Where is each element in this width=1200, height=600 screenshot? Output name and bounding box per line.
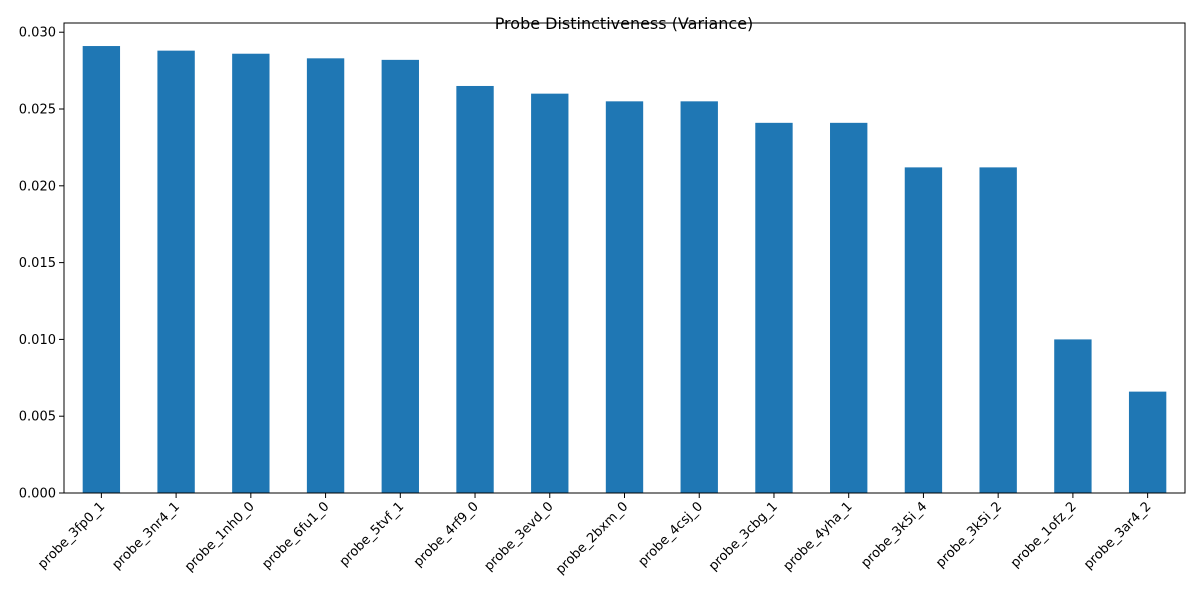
y-axis: 0.000 0.005 0.010 0.015 0.020 0.025 0.030 [19, 26, 64, 502]
y-tick-label: 0.025 [19, 103, 56, 118]
bar-probe_4csj_0 [680, 101, 718, 493]
bars-group [82, 46, 1167, 494]
x-tick-label: probe_4rf9_0 [411, 499, 482, 570]
bar-probe_2bxm_0 [605, 101, 644, 493]
bar-probe_6fu1_0 [306, 58, 345, 494]
x-tick-label: probe_3nr4_1 [109, 499, 182, 572]
bar-probe_3nr4_1 [157, 50, 195, 493]
bar-probe_3k5i_2 [979, 167, 1017, 493]
x-tick-label: probe_2bxm_0 [553, 499, 631, 577]
x-tick-label: probe_6fu1_0 [259, 499, 332, 572]
x-tick-label: probe_1ofz_2 [1008, 499, 1080, 571]
plot-frame [63, 22, 1186, 494]
x-tick-label: probe_3fp0_1 [35, 499, 108, 572]
x-tick-label: probe_4yha_1 [781, 499, 856, 574]
y-tick-label: 0.000 [19, 487, 56, 502]
x-tick-label: probe_3evd_0 [482, 499, 557, 574]
y-tick-label: 0.030 [19, 26, 56, 41]
bar-probe_1ofz_2 [1054, 339, 1092, 493]
bar-probe_1nh0_0 [232, 53, 270, 493]
x-tick-label: probe_3k5i_2 [933, 499, 1005, 571]
y-tick-label: 0.010 [19, 333, 56, 348]
x-tick-label: probe_3k5i_4 [859, 499, 931, 571]
bar-probe_3cbg_1 [755, 122, 793, 493]
x-tick-label: probe_3ar4_2 [1081, 499, 1154, 572]
y-tick-label: 0.015 [19, 256, 56, 271]
y-tick-label: 0.020 [19, 179, 56, 194]
bar-probe_3evd_0 [531, 93, 569, 493]
x-tick-label: probe_3cbg_1 [706, 499, 781, 574]
bar-probe_5tvf_1 [381, 59, 419, 494]
bar-probe_3k5i_4 [904, 167, 943, 493]
bar-probe_3fp0_1 [82, 46, 121, 493]
x-axis: probe_3fp0_1 probe_3nr4_1 probe_1nh0_0 prob… [35, 493, 1154, 577]
x-tick-label: probe_5tvf_1 [337, 499, 407, 569]
y-tick-label: 0.005 [19, 410, 56, 425]
bar-probe_4rf9_0 [456, 85, 494, 494]
x-tick-label: probe_1nh0_0 [182, 499, 258, 575]
x-tick-label: probe_4csj_0 [636, 499, 706, 569]
bar-probe_3ar4_2 [1128, 391, 1167, 493]
bar-probe_4yha_1 [830, 122, 868, 493]
